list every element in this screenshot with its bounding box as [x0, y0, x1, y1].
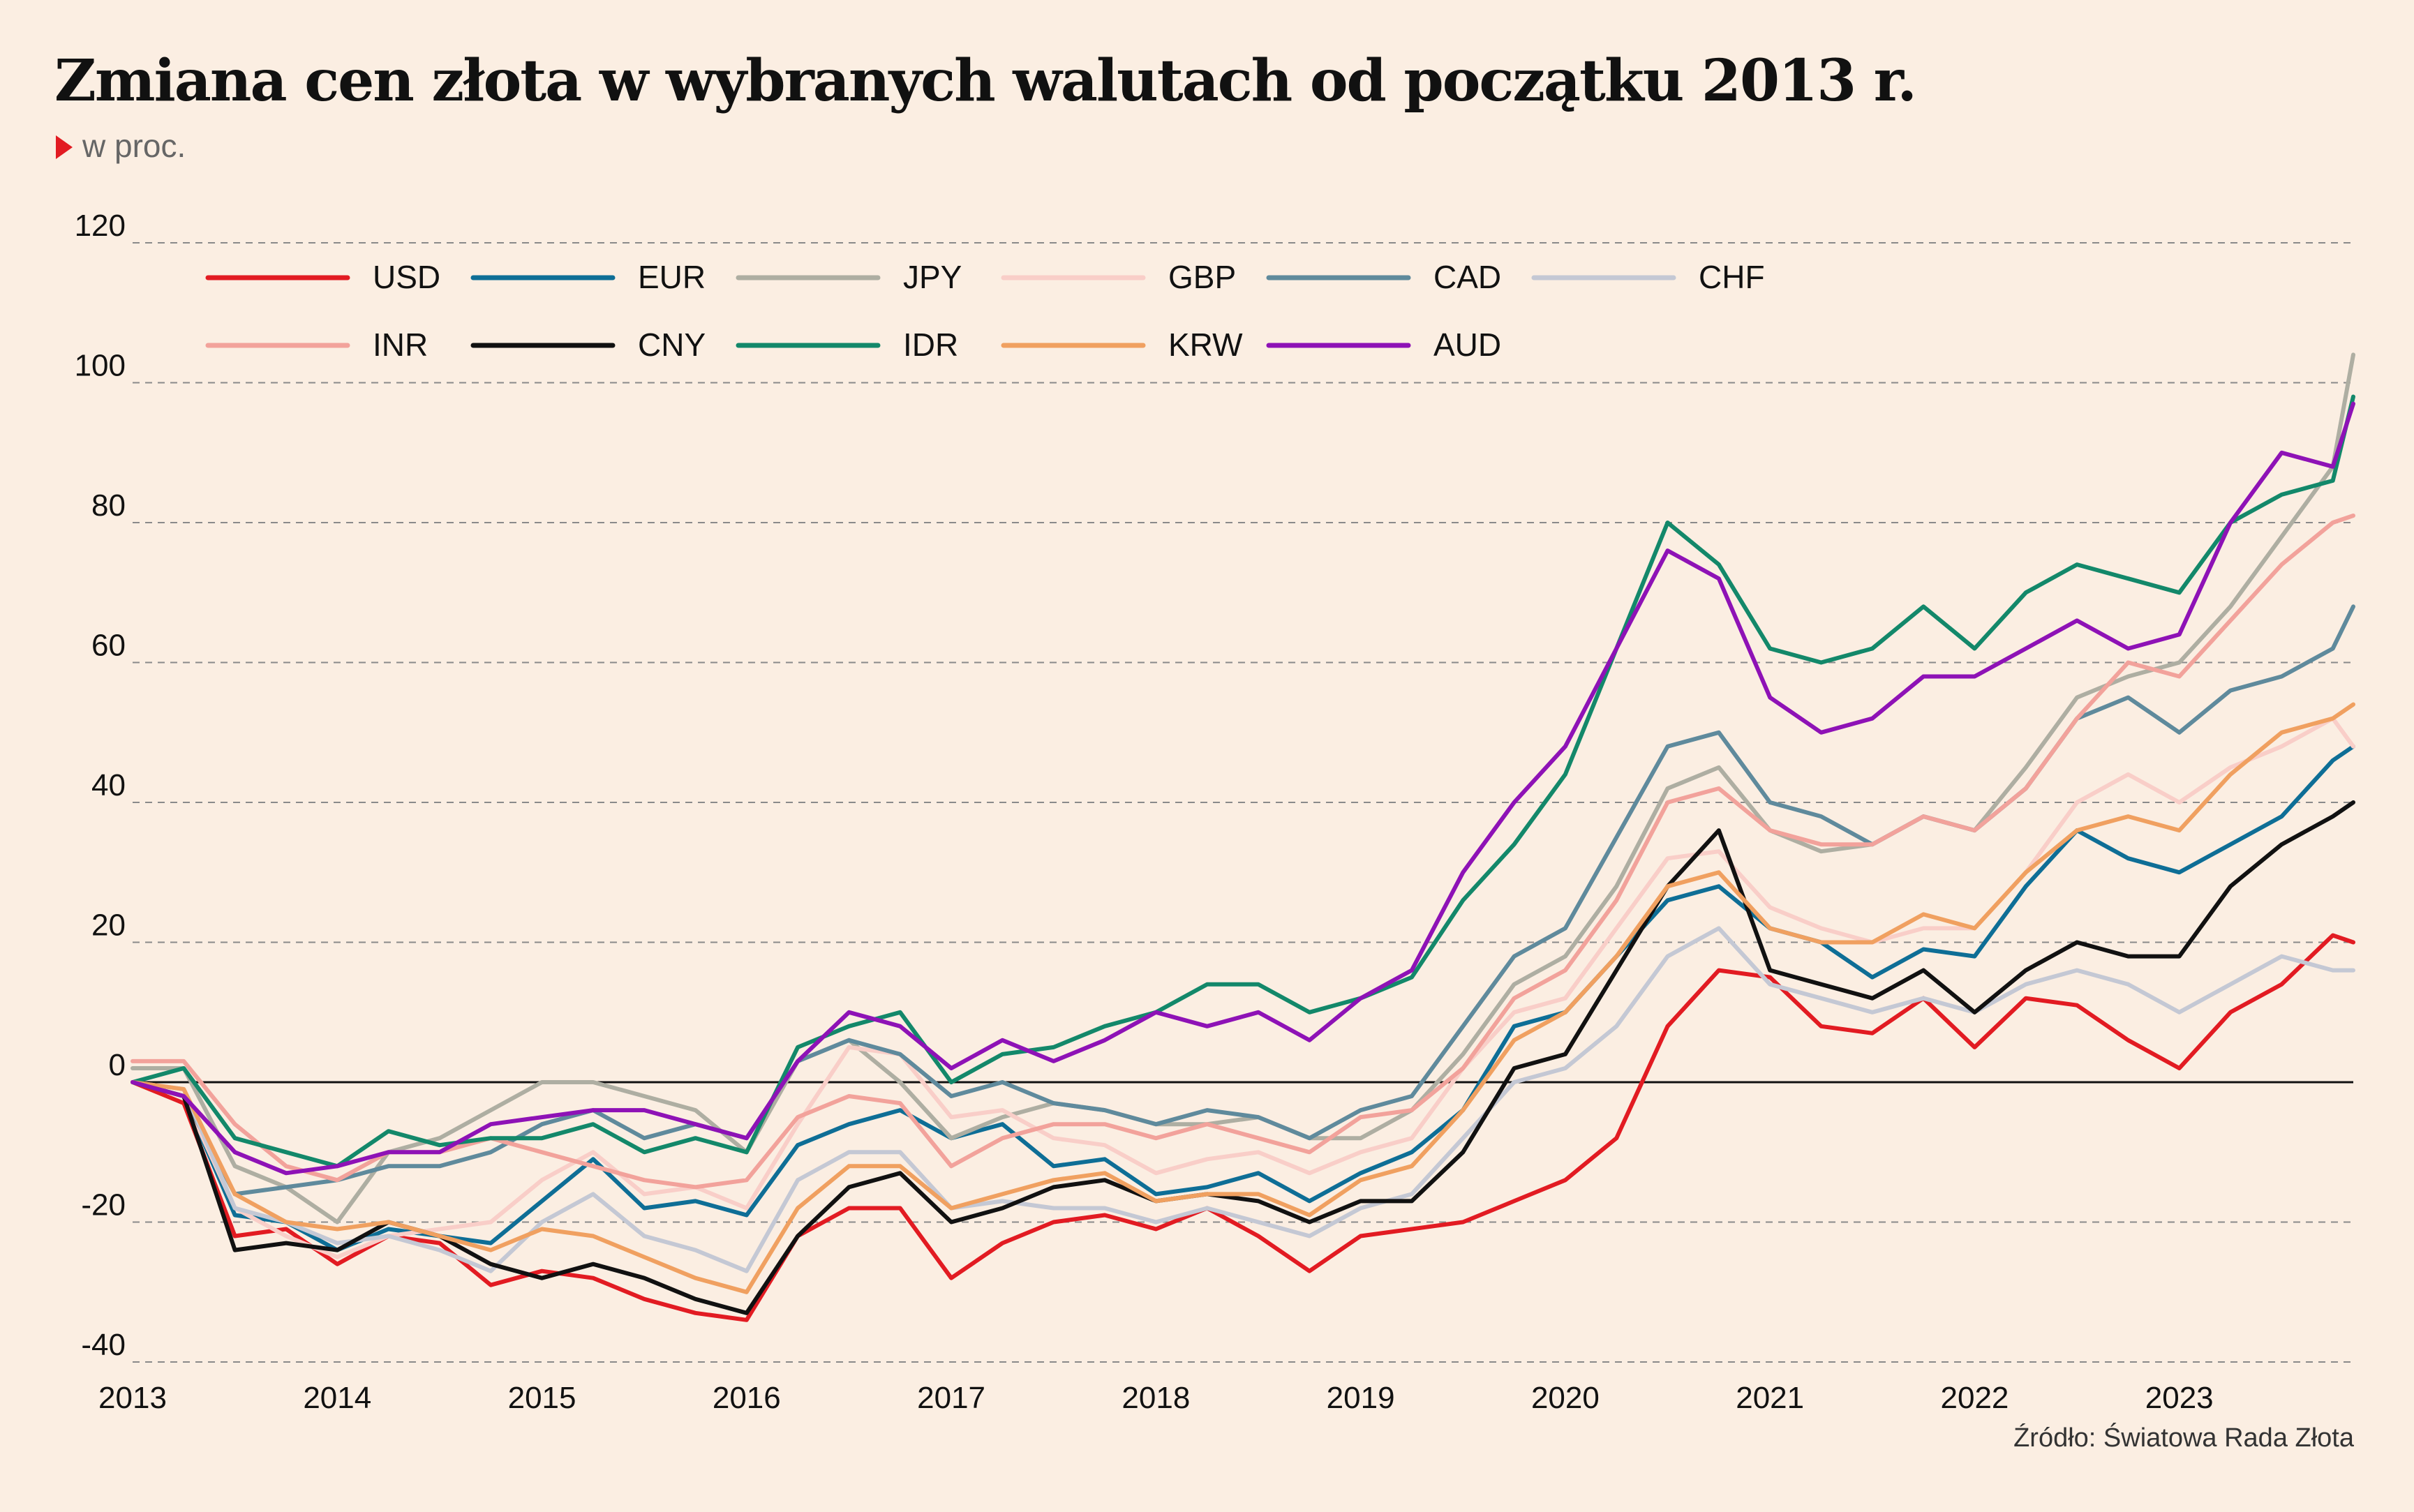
legend-item-gbp: GBP — [1001, 259, 1236, 295]
series-line-chf — [131, 926, 2355, 1273]
legend-item-usd: USD — [205, 259, 440, 295]
x-tick-label: 2023 — [2145, 1381, 2214, 1415]
x-tick-label: 2014 — [303, 1381, 371, 1415]
y-tick-label: 40 — [91, 768, 126, 802]
x-tick-label: 2013 — [98, 1381, 167, 1415]
legend-item-eur: EUR — [470, 259, 706, 295]
legend-label: CHF — [1699, 259, 1765, 295]
legend-item-cny: CNY — [470, 327, 706, 363]
y-tick-label: 120 — [75, 209, 126, 243]
x-tick-label: 2015 — [508, 1381, 576, 1415]
subtitle-text: w proc. — [82, 128, 186, 164]
series-line-inr — [131, 514, 2355, 1190]
legend-label: JPY — [903, 259, 962, 295]
legend-label: CAD — [1433, 259, 1501, 295]
x-tick-label: 2016 — [713, 1381, 781, 1415]
x-tick-label: 2020 — [1531, 1381, 1600, 1415]
legend-item-inr: INR — [205, 327, 428, 363]
y-tick-label: -40 — [81, 1328, 126, 1362]
y-tick-label: 100 — [75, 349, 126, 383]
x-tick-label: 2021 — [1736, 1381, 1804, 1415]
x-tick-label: 2019 — [1327, 1381, 1395, 1415]
series-line-eur — [131, 744, 2355, 1252]
y-tick-label: 80 — [91, 488, 126, 523]
chart-title: Zmiana cen złota w wybranych walutach od… — [54, 47, 1917, 114]
legend-label: IDR — [903, 327, 958, 363]
chart-subtitle: w proc. — [56, 127, 186, 165]
legend-item-jpy: JPY — [736, 259, 962, 295]
y-tick-label: 0 — [109, 1048, 126, 1082]
legend-label: AUD — [1433, 327, 1501, 363]
legend-item-idr: IDR — [736, 327, 958, 363]
legend-label: EUR — [638, 259, 706, 295]
legend-label: GBP — [1168, 259, 1236, 295]
y-tick-label: 20 — [91, 908, 126, 943]
series-line-usd — [131, 933, 2355, 1322]
series-line-krw — [131, 702, 2355, 1294]
legend-item-cad: CAD — [1266, 259, 1501, 295]
legend: USD EUR JPY GBP CAD CHF INR CNY IDR KRW AUD — [205, 259, 1765, 363]
y-axis-labels: 120 100 80 60 40 20 0 -20 -40 — [75, 209, 126, 1362]
y-tick-label: -20 — [81, 1188, 126, 1222]
series-line-cny — [131, 800, 2355, 1315]
legend-item-krw: KRW — [1001, 327, 1243, 363]
legend-label: KRW — [1168, 327, 1243, 363]
x-tick-label: 2022 — [1941, 1381, 2009, 1415]
series-line-cad — [131, 604, 2355, 1197]
grid-lines — [133, 242, 2353, 1363]
triangle-marker-icon — [56, 135, 73, 159]
x-tick-label: 2017 — [917, 1381, 985, 1415]
series-lines — [131, 352, 2355, 1322]
legend-item-aud: AUD — [1266, 327, 1501, 363]
legend-item-chf: CHF — [1531, 259, 1765, 295]
legend-label: USD — [373, 259, 440, 295]
x-tick-label: 2018 — [1122, 1381, 1190, 1415]
legend-label: CNY — [638, 327, 706, 363]
series-line-jpy — [131, 352, 2355, 1225]
series-line-aud — [131, 401, 2355, 1176]
y-tick-label: 60 — [91, 629, 126, 663]
source-note: Źródło: Światowa Rada Złota — [2013, 1423, 2354, 1453]
series-line-idr — [131, 394, 2355, 1169]
legend-label: INR — [373, 327, 428, 363]
x-axis-labels: 2013 2014 2015 2016 2017 2018 2019 2020 2021 2022… — [98, 1381, 2214, 1415]
